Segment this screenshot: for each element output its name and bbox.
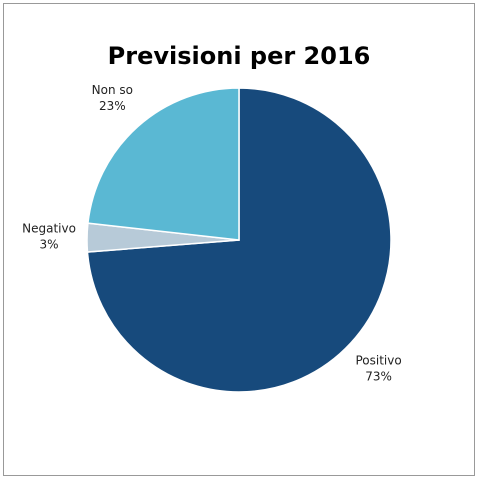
chart-title: Previsioni per 2016 [108,42,371,70]
slice-value-label: 73% [365,369,392,383]
slice-value-label: 23% [99,99,126,113]
slice-label: Negativo [22,221,76,235]
pie-slice [87,87,240,241]
slice-value-label: 3% [40,237,59,251]
slice-label: Positivo [355,353,401,367]
slice-label: Non so [92,83,133,97]
